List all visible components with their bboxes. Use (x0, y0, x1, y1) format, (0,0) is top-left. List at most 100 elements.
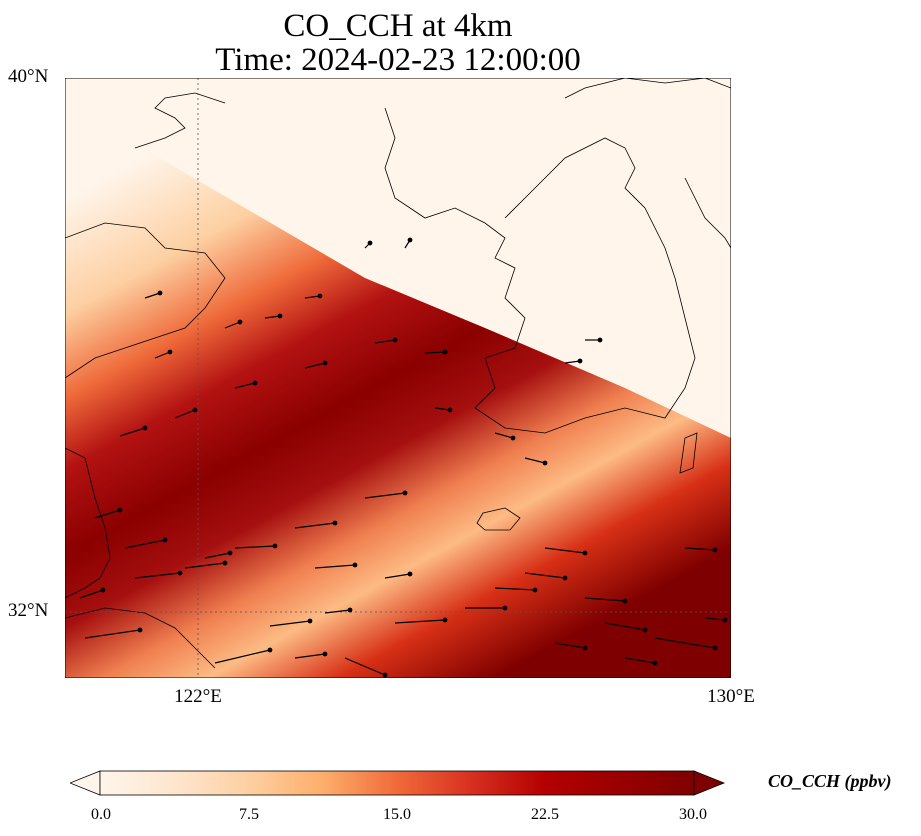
wind-arrow (684, 547, 716, 551)
wind-arrow (294, 653, 326, 659)
wind-arrow (214, 649, 271, 664)
colorbar-min-extend (70, 770, 101, 796)
wind-arrow (134, 572, 181, 579)
wind-arrow-head (252, 380, 258, 386)
wind-arrow-head (307, 618, 313, 624)
wind-arrow (79, 589, 104, 599)
wind-arrow (494, 432, 514, 439)
wind-arrow (184, 562, 226, 569)
wind-arrow (374, 339, 396, 344)
colorbar-max-extend (693, 770, 726, 796)
wind-arrow-head (582, 550, 588, 556)
wind-arrow (704, 617, 726, 621)
lon-label-122e: 122°E (174, 686, 222, 707)
wind-arrow-head (407, 237, 413, 243)
wind-arrow (234, 545, 276, 549)
wind-arrow-head (167, 349, 173, 355)
wind-arrow (344, 657, 386, 676)
wind-arrow-head (322, 651, 328, 657)
wind-arrow-head (402, 490, 408, 496)
wind-arrow (174, 409, 196, 419)
clean-air-region (65, 78, 731, 438)
map-title-line2: Time: 2024-02-23 12:00:00 (215, 42, 581, 78)
wind-arrow (494, 587, 536, 591)
wind-arrow-head (222, 560, 228, 566)
wind-arrow-head (322, 360, 328, 366)
wind-arrow-head (652, 660, 658, 666)
wind-arrow-head (577, 358, 583, 364)
lat-label-32n: 32°N (8, 600, 49, 621)
wind-arrow (564, 360, 581, 364)
wind-arrow-head (237, 319, 243, 325)
wind-arrow (304, 295, 321, 299)
wind-arrow-head (442, 617, 448, 623)
wind-arrow (269, 620, 311, 627)
coastline (65, 78, 731, 669)
wind-arrow (304, 362, 326, 369)
colorbar-tick-0: 0.0 (91, 806, 111, 823)
wind-arrow (294, 522, 336, 529)
wind-arrow-head (332, 520, 338, 526)
wind-arrow-head (392, 337, 398, 343)
wind-arrow-head (317, 293, 323, 299)
wind-arrow-head (562, 575, 568, 581)
wind-arrow-head (162, 537, 168, 543)
wind-arrow (234, 382, 256, 389)
wind-arrow-head (137, 627, 143, 633)
wind-arrow-head (367, 240, 373, 246)
wind-arrow-head (272, 543, 278, 549)
wind-arrow-head (157, 290, 163, 296)
colorbar-tick-1: 7.5 (239, 806, 259, 823)
wind-arrow-head (442, 349, 448, 355)
wind-arrow (554, 642, 586, 649)
lat-label-40n: 40°N (8, 66, 49, 87)
wind-arrow (124, 539, 166, 549)
wind-arrow (394, 619, 446, 624)
wind-arrow-head (177, 570, 183, 576)
wind-arrow (584, 597, 626, 602)
wind-arrow (314, 564, 356, 569)
wind-arrow-head (510, 435, 516, 441)
wind-arrow (364, 492, 406, 499)
wind-arrow (324, 609, 351, 614)
wind-arrow-head (582, 645, 588, 651)
wind-arrow (604, 622, 646, 631)
wind-arrow (524, 572, 566, 579)
wind-arrow-head (192, 407, 198, 413)
wind-arrow (144, 292, 161, 299)
wind-arrow-head (100, 587, 106, 593)
wind-arrow-head (267, 647, 273, 653)
wind-arrow-head (532, 587, 538, 593)
wind-arrow (434, 407, 451, 411)
wind-arrow-head (407, 571, 413, 577)
colorbar-tick-2: 15.0 (383, 806, 411, 823)
wind-arrow (204, 552, 231, 559)
wind-arrow-head (712, 547, 718, 553)
wind-arrow-head (117, 507, 123, 513)
wind-arrow (94, 509, 121, 519)
wind-arrow-head (142, 425, 148, 431)
wind-arrow (524, 457, 546, 464)
wind-arrow-head (622, 598, 628, 604)
map-title-line1: CO_CCH at 4km (283, 8, 513, 44)
wind-arrow (544, 547, 586, 554)
wind-arrow (84, 629, 141, 639)
wind-arrow-head (542, 460, 548, 466)
wind-vectors (79, 237, 728, 678)
colorbar-gradient (99, 770, 695, 796)
wind-arrow (224, 321, 241, 329)
wind-arrow (624, 657, 656, 664)
colorbar-tick-4: 30.0 (679, 806, 707, 823)
colorbar-tick-3: 22.5 (531, 806, 559, 823)
wind-arrow (384, 573, 411, 579)
map-plot (65, 78, 731, 678)
wind-arrow-head (347, 607, 353, 613)
wind-arrow-head (447, 407, 453, 413)
wind-arrow (119, 427, 146, 437)
wind-arrow-head (277, 313, 283, 319)
wind-arrow (154, 351, 171, 359)
wind-arrow-head (712, 645, 718, 651)
wind-arrow-head (502, 605, 508, 611)
colorbar-label: CO_CCH (ppbv) (768, 771, 892, 791)
lon-label-130e: 130°E (707, 686, 755, 707)
